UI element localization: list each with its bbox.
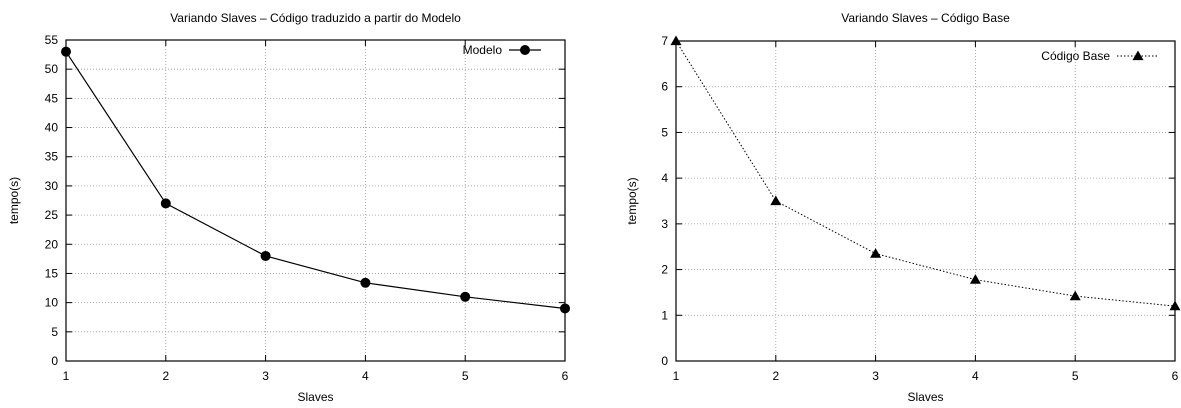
x-tick-label: 1 [63, 369, 70, 383]
x-tick-label: 5 [1072, 369, 1079, 383]
x-tick-label: 2 [772, 369, 779, 383]
series-0 [670, 35, 1181, 311]
y-tick-label: 3 [661, 217, 668, 231]
data-point [969, 274, 981, 284]
plot-frame [675, 40, 1176, 362]
data-point [770, 195, 782, 206]
y-tick-label: 6 [661, 80, 668, 94]
data-point [61, 46, 71, 57]
x-tick-label: 6 [562, 369, 569, 383]
legend: Código Base [1041, 49, 1159, 63]
legend-label: Modelo [463, 43, 503, 57]
data-point [460, 291, 471, 302]
chart-title: Variando Slaves – Código Base [841, 11, 1010, 25]
data-point [1069, 290, 1081, 301]
x-tick-label: 4 [362, 369, 369, 383]
legend: Modelo [463, 43, 541, 57]
x-tick-label: 2 [162, 369, 169, 383]
series-line [675, 40, 1176, 307]
plot-frame [65, 39, 566, 362]
legend-marker [1132, 50, 1144, 61]
y-tick-label: 4 [661, 171, 668, 185]
y-tick-label: 0 [51, 354, 58, 368]
y-tick-label: 25 [45, 208, 59, 222]
grid [676, 41, 1175, 361]
series-0 [61, 46, 570, 314]
y-tick-label: 15 [45, 266, 59, 280]
series-line [65, 51, 566, 310]
y-axis-label: tempo(s) [7, 177, 21, 224]
y-tick-label: 30 [45, 179, 59, 193]
x-axis-label: Slaves [907, 390, 943, 404]
legend-label: Código Base [1041, 49, 1110, 63]
y-tick-label: 10 [45, 296, 59, 310]
data-point [260, 250, 271, 261]
chart-title: Variando Slaves – Código traduzido a par… [170, 11, 461, 25]
y-tick-label: 5 [51, 325, 58, 339]
x-tick-label: 1 [673, 369, 680, 383]
y-tick-label: 7 [661, 34, 668, 48]
y-tick-label: 55 [45, 33, 59, 47]
y-tick-label: 35 [45, 150, 59, 164]
y-tick-label: 0 [661, 354, 668, 368]
x-tick-label: 4 [972, 369, 979, 383]
data-point [870, 248, 882, 258]
y-tick-label: 40 [45, 121, 59, 135]
x-tick-label: 6 [1172, 369, 1179, 383]
data-point [670, 35, 682, 46]
grid [66, 40, 565, 361]
data-point [360, 277, 371, 288]
y-tick-label: 1 [661, 308, 668, 322]
data-point [560, 303, 570, 314]
legend-marker [520, 45, 530, 55]
y-tick-label: 50 [45, 62, 59, 76]
y-tick-label: 5 [661, 125, 668, 139]
data-point [1169, 300, 1181, 311]
y-tick-label: 45 [45, 91, 59, 105]
x-tick-label: 3 [262, 369, 269, 383]
y-tick-label: 20 [45, 237, 59, 251]
x-axis-label: Slaves [297, 390, 333, 404]
y-axis-label: tempo(s) [625, 177, 639, 224]
x-tick-label: 3 [872, 369, 879, 383]
x-tick-label: 5 [462, 369, 469, 383]
y-tick-label: 2 [661, 263, 668, 277]
data-point [160, 198, 171, 209]
chart-modelo: Variando Slaves – Código traduzido a par… [7, 11, 570, 404]
